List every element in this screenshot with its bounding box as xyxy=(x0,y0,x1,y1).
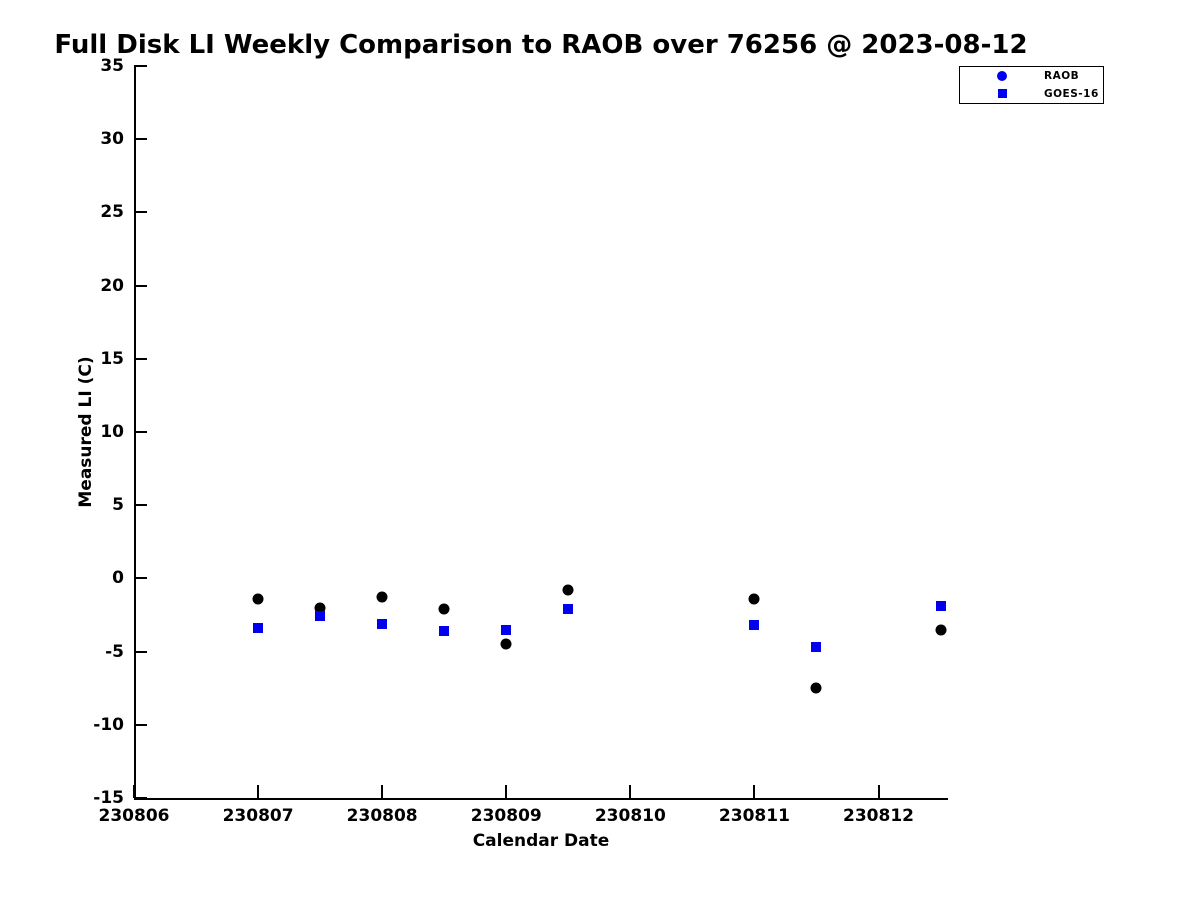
y-tick-label: 0 xyxy=(112,568,124,589)
goes16-point xyxy=(439,626,450,637)
legend-row-raob: RAOB xyxy=(960,68,1103,85)
y-tick-label: -10 xyxy=(93,714,124,735)
y-tick-mark xyxy=(134,431,147,433)
y-tick-label: -5 xyxy=(105,641,124,662)
raob-point xyxy=(748,593,760,605)
y-tick-mark xyxy=(134,284,147,287)
goes16-point xyxy=(377,618,388,629)
x-tick-mark xyxy=(257,785,260,798)
raob-point xyxy=(376,591,388,603)
x-tick-label: 230806 xyxy=(98,806,170,826)
raob-point xyxy=(810,682,822,694)
legend-label-raob: RAOB xyxy=(1044,70,1080,83)
goes16-point xyxy=(563,604,574,615)
raob-point xyxy=(314,602,326,614)
y-tick-mark xyxy=(134,577,147,580)
x-tick-mark xyxy=(133,785,135,798)
raob-legend-marker-icon xyxy=(997,71,1007,82)
y-tick-mark xyxy=(134,65,147,67)
x-tick-label: 230811 xyxy=(718,806,790,826)
legend-marker-cell xyxy=(960,71,1044,82)
raob-point xyxy=(935,624,947,636)
raob-point xyxy=(562,584,574,596)
goes16-point xyxy=(315,611,326,622)
y-tick-label: 20 xyxy=(100,275,124,296)
legend-row-goes16: GOES-16 xyxy=(960,85,1103,102)
y-tick-mark xyxy=(134,723,147,726)
legend-label-goes16: GOES-16 xyxy=(1044,87,1099,100)
x-tick-label: 230807 xyxy=(222,806,294,826)
raob-point xyxy=(252,593,264,605)
goes16-point xyxy=(253,623,264,634)
goes16-point xyxy=(501,624,512,635)
y-tick-mark xyxy=(134,650,147,653)
y-axis-line xyxy=(134,66,136,800)
x-axis-title: Calendar Date xyxy=(472,831,610,851)
y-tick-mark xyxy=(134,138,147,141)
chart-title: Full Disk LI Weekly Comparison to RAOB o… xyxy=(54,30,1028,60)
y-tick-mark xyxy=(134,504,147,507)
raob-point xyxy=(438,603,450,615)
y-tick-label: 10 xyxy=(100,422,124,442)
raob-point xyxy=(500,638,512,650)
y-tick-label: 15 xyxy=(100,348,124,369)
goes16-point xyxy=(811,642,822,653)
x-axis-line xyxy=(134,798,948,800)
x-tick-mark xyxy=(381,785,384,798)
goes16-point xyxy=(935,601,946,612)
goes16-point xyxy=(749,620,760,631)
y-tick-mark xyxy=(134,357,147,360)
x-tick-mark xyxy=(753,785,756,798)
x-tick-label: 230810 xyxy=(594,806,666,826)
y-tick-label: 25 xyxy=(100,202,124,223)
x-tick-label: 230808 xyxy=(346,806,418,826)
y-tick-mark xyxy=(134,797,147,799)
x-tick-mark xyxy=(629,785,632,798)
x-tick-label: 230809 xyxy=(470,806,542,826)
y-tick-label: 5 xyxy=(112,495,124,516)
legend-marker-cell xyxy=(960,89,1044,99)
y-tick-label: 35 xyxy=(100,56,124,76)
y-tick-label: 30 xyxy=(100,129,124,150)
y-tick-mark xyxy=(134,211,147,214)
x-tick-mark xyxy=(877,785,880,798)
goes16-legend-marker-icon xyxy=(997,89,1007,99)
x-tick-mark xyxy=(505,785,508,798)
y-tick-label: -15 xyxy=(93,788,124,808)
x-tick-label: 230812 xyxy=(843,806,914,826)
legend: RAOB GOES-16 xyxy=(959,66,1104,104)
